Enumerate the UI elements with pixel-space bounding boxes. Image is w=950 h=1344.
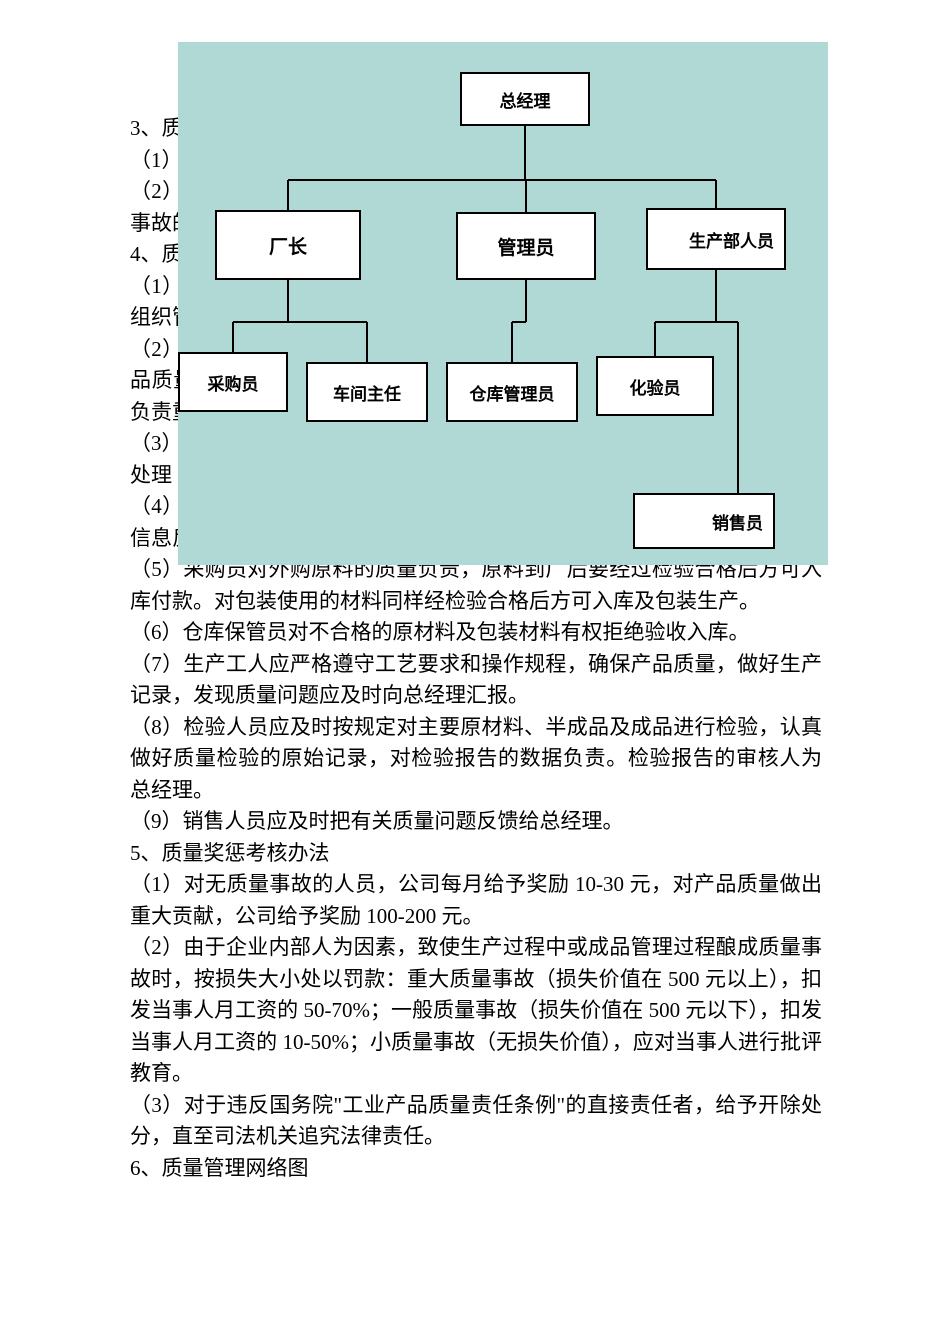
doc-line: 6、质量管理网络图 <box>130 1153 822 1185</box>
doc-line: （1）对无质量事故的人员，公司每月给予奖励 10-30 元，对产品质量做出重大贡… <box>130 869 822 932</box>
doc-line: （9）销售人员应及时把有关质量问题反馈给总经理。 <box>130 806 822 838</box>
org-node-director: 厂长 <box>215 210 361 280</box>
org-node-sales: 销售员 <box>633 493 775 549</box>
org-node-workshop: 车间主任 <box>306 362 428 422</box>
org-chart: 总经理厂长 管理员生产部人员采购员车间主任仓库管理员化验员销售员 <box>178 42 828 565</box>
doc-line: （3）对于违反国务院"工业产品质量责任条例"的直接责任者，给予开除处分，直至司法… <box>130 1090 822 1153</box>
doc-line: （2）由于企业内部人为因素，致使生产过程中或成品管理过程酿成质量事故时，按损失大… <box>130 932 822 1090</box>
doc-line: （7）生产工人应严格遵守工艺要求和操作规程，确保产品质量，做好生产记录，发现质量… <box>130 649 822 712</box>
org-node-prod: 生产部人员 <box>646 208 786 270</box>
org-node-admin: 管理员 <box>456 212 596 280</box>
org-node-warehouse: 仓库管理员 <box>446 362 578 422</box>
doc-line: 5、质量奖惩考核办法 <box>130 838 822 870</box>
org-node-gm: 总经理 <box>460 72 590 126</box>
doc-line: （6）仓库保管员对不合格的原材料及包装材料有权拒绝验收入库。 <box>130 617 822 649</box>
doc-line: （8）检验人员应及时按规定对主要原材料、半成品及成品进行检验，认真做好质量检验的… <box>130 712 822 807</box>
org-node-buyer: 采购员 <box>178 352 288 412</box>
org-node-inspector: 化验员 <box>596 356 714 416</box>
